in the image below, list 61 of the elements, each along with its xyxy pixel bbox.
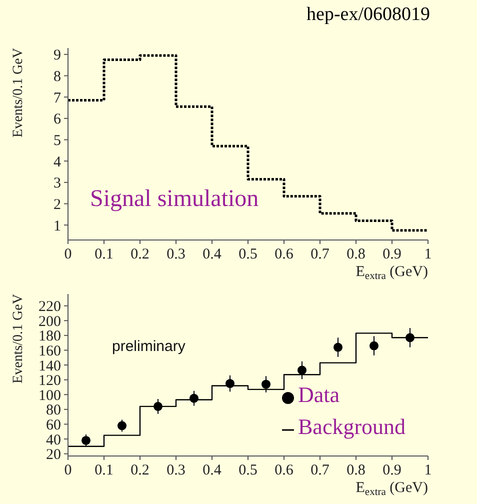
x-tick-label: 0.7: [310, 246, 330, 263]
x-tick-label: 0.9: [382, 462, 402, 479]
x-tick-label: 0.3: [166, 462, 186, 479]
x-tick-label: 0.9: [382, 246, 402, 263]
x-tick-label: 0.7: [310, 462, 330, 479]
x-tick-label: 0.4: [202, 462, 222, 479]
x-tick-label: 1: [424, 462, 432, 479]
x-tick-label: 0.2: [130, 462, 150, 479]
y-tick-label: 6: [54, 112, 62, 128]
y-tick-label: 200: [38, 314, 61, 330]
point: [261, 380, 271, 389]
y-tick-label: 9: [54, 48, 61, 64]
y-tick-label: 160: [38, 344, 61, 360]
y-tick-label: 180: [38, 328, 61, 345]
point: [297, 366, 307, 375]
y-tick-label: 3: [54, 176, 61, 192]
point: [81, 436, 91, 445]
x-tick-label: 0.6: [274, 246, 294, 263]
x-tick-label: 0.5: [238, 462, 258, 479]
y-tick-label: 220: [38, 299, 61, 316]
point: [405, 333, 415, 342]
x-tick-label: 0.8: [346, 246, 366, 263]
legend-label: Data: [298, 382, 340, 408]
annotation: preliminary: [112, 338, 186, 355]
y-tick-label: 20: [46, 447, 61, 464]
point: [153, 402, 163, 411]
y-axis-title: Events/0.1 GeV: [11, 48, 26, 138]
y-tick-label: 80: [46, 402, 61, 419]
x-tick-label: 0.3: [166, 246, 186, 263]
point: [117, 421, 127, 430]
y-tick-label: 7: [54, 90, 62, 106]
y-tick-label: 60: [46, 418, 61, 434]
x-tick-label: 0.6: [274, 462, 294, 479]
x-tick-label: 0.1: [94, 462, 114, 479]
x-tick-label: 0: [64, 246, 72, 263]
x-axis-title: E$_{extra}$ (GeV): [356, 480, 428, 498]
x-tick-label: 0: [64, 462, 72, 479]
y-tick-label: 100: [38, 388, 61, 404]
y-tick-label: 140: [38, 358, 61, 374]
y-tick-label: 8: [54, 69, 61, 86]
point: [189, 394, 199, 403]
annotation: Signal simulation: [90, 186, 259, 213]
x-tick-label: 0.8: [346, 462, 366, 479]
x-tick-label: 0.5: [238, 246, 258, 263]
x-tick-label: 0.1: [94, 246, 114, 263]
y-tick-label: 5: [54, 133, 61, 150]
legend-label: Background: [298, 414, 406, 440]
x-tick-label: 0.4: [202, 246, 222, 263]
x-axis-title: E$_{extra}$ (GeV): [356, 264, 428, 282]
y-tick-label: 1: [54, 218, 61, 234]
y-tick-label: 40: [46, 432, 61, 448]
point: [333, 342, 343, 352]
y-tick-label: 2: [54, 197, 61, 214]
point: [369, 341, 379, 350]
x-tick-label: 0.2: [130, 246, 150, 263]
x-tick-label: 1: [424, 246, 432, 263]
y-axis-title: Events/0.1 GeV: [11, 294, 26, 384]
chart-title: hep-ex/0608019: [306, 4, 430, 26]
point: [225, 379, 235, 388]
y-tick-label: 4: [54, 154, 62, 170]
y-tick-label: 120: [38, 373, 61, 390]
